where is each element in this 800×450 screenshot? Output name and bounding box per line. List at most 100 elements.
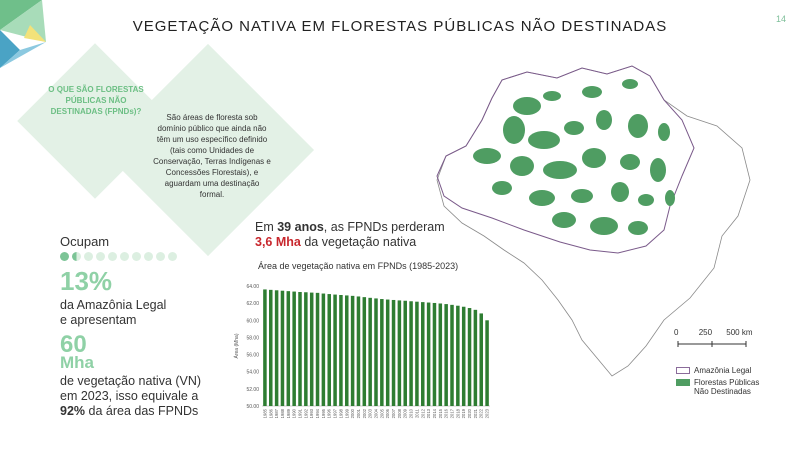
chart-bar — [356, 296, 361, 406]
percent-value: 13% — [60, 266, 113, 296]
percent-dot — [168, 252, 177, 261]
percent-dot — [108, 252, 117, 261]
x-tick-label: 2002 — [362, 408, 367, 418]
chart-bar — [467, 308, 472, 406]
percent-dot — [120, 252, 129, 261]
chart-bar — [461, 306, 466, 406]
percent-dot — [84, 252, 93, 261]
chart-bar — [473, 309, 478, 406]
x-tick-label: 2007 — [391, 408, 396, 418]
scale-bar — [677, 341, 747, 347]
chart-bar — [450, 304, 454, 406]
x-tick-label: 2003 — [368, 408, 373, 418]
percent-description: da Amazônia Legal e apresentam — [60, 298, 167, 327]
x-tick-label: 1994 — [315, 408, 320, 418]
amazonia-legal-outline — [436, 65, 695, 254]
vn-description: de vegetação nativa (VN) em 2023, isso e… — [60, 374, 202, 418]
chart-bar — [263, 289, 267, 406]
x-tick-label: 1989 — [286, 408, 291, 418]
x-tick-label: 2012 — [420, 408, 425, 418]
x-tick-label: 1988 — [280, 408, 285, 418]
loss-headline: Em 39 anos, as FPNDs perderam 3,6 Mha da… — [255, 220, 445, 249]
x-tick-label: 1998 — [338, 408, 343, 418]
legend-item-fpnd: Florestas Públicas Não Destinadas — [676, 378, 774, 396]
vegetation-bar-chart: Área (Mha) 50.00 52.00 54.00 56.00 58.00 60.00… — [233, 284, 490, 418]
chart-bar — [292, 291, 296, 406]
chart-bar — [362, 297, 367, 406]
chart-bar — [339, 295, 343, 406]
chart-bar — [479, 313, 483, 406]
chart-bar — [315, 292, 320, 406]
x-tick-label: 2023 — [485, 408, 490, 418]
percent-dot — [132, 252, 141, 261]
x-tick-label: 1993 — [309, 408, 314, 418]
x-tick-label: 2010 — [409, 408, 414, 418]
x-tick-label: 1999 — [344, 408, 349, 418]
fpnd-definition: São áreas de floresta sob domínio públic… — [153, 113, 271, 199]
x-tick-label: 2020 — [467, 408, 472, 418]
percent-dot — [96, 252, 105, 261]
x-tick-label: 2011 — [414, 408, 419, 418]
chart-bar — [444, 304, 448, 406]
chart-bar — [456, 305, 460, 406]
x-tick-label: 1991 — [298, 408, 303, 418]
chart-bar — [415, 301, 419, 406]
x-tick-label: 1985 — [262, 408, 267, 418]
corner-decoration — [0, 0, 46, 68]
chart-bar — [426, 302, 431, 406]
chart-bar — [327, 294, 331, 406]
percent-dot — [72, 252, 81, 261]
scale-labels: 0 250 500 km — [674, 328, 753, 337]
map-legend: Amazônia Legal Florestas Públicas Não De… — [676, 366, 774, 399]
chart-bar — [380, 299, 384, 406]
ocupam-label: Ocupam — [60, 234, 110, 249]
x-tick-label: 2019 — [461, 408, 466, 418]
chart-bar — [298, 292, 302, 406]
y-tick-label: 50.00 — [246, 404, 259, 410]
x-tick-label: 1987 — [274, 408, 279, 418]
chart-bar — [269, 289, 273, 406]
x-tick-label: 1995 — [321, 408, 326, 418]
chart-bar — [304, 292, 308, 406]
chart-bar — [350, 295, 355, 406]
chart-bar — [485, 320, 489, 406]
chart-bar — [421, 302, 425, 406]
x-tick-label: 1990 — [292, 408, 297, 418]
chart-bar — [274, 290, 279, 406]
chart-bar — [309, 292, 314, 406]
y-tick-label: 54.00 — [246, 370, 259, 376]
chart-bar — [391, 299, 396, 406]
x-tick-label: 2021 — [473, 408, 478, 418]
y-tick-label: 60.00 — [246, 318, 259, 324]
x-tick-label: 1997 — [333, 408, 338, 418]
percent-dot — [144, 252, 153, 261]
x-tick-label: 2017 — [450, 408, 455, 418]
chart-bar — [397, 300, 402, 406]
chart-bar — [286, 291, 291, 406]
fpnd-question: O QUE SÃO FLORESTAS PÚBLICAS NÃO DESTINA… — [48, 85, 144, 116]
y-tick-label: 64.00 — [246, 284, 259, 290]
x-tick-label: 1996 — [327, 408, 332, 418]
x-tick-label: 2018 — [455, 408, 460, 418]
y-tick-label: 58.00 — [246, 335, 259, 341]
x-tick-label: 2015 — [438, 408, 443, 418]
y-tick-label: 52.00 — [246, 387, 259, 393]
x-tick-label: 2009 — [403, 408, 408, 418]
x-tick-label: 2016 — [444, 408, 449, 418]
y-tick-label: 56.00 — [246, 353, 259, 359]
mha-unit: Mha — [60, 353, 94, 372]
x-tick-label: 2008 — [397, 408, 402, 418]
mha-value: 60 — [60, 331, 87, 358]
chart-bar — [374, 298, 378, 406]
x-tick-label: 2005 — [379, 408, 384, 418]
chart-bar — [280, 290, 285, 406]
brazil-map — [436, 65, 751, 377]
percent-dot — [156, 252, 165, 261]
x-tick-label: 2004 — [374, 408, 379, 418]
x-tick-label: 2022 — [479, 408, 484, 418]
chart-bar — [385, 299, 390, 406]
page-title: VEGETAÇÃO NATIVA EM FLORESTAS PÚBLICAS N… — [132, 18, 668, 35]
x-tick-label: 2006 — [385, 408, 390, 418]
x-tick-label: 2014 — [432, 408, 437, 418]
chart-bar — [321, 293, 326, 406]
